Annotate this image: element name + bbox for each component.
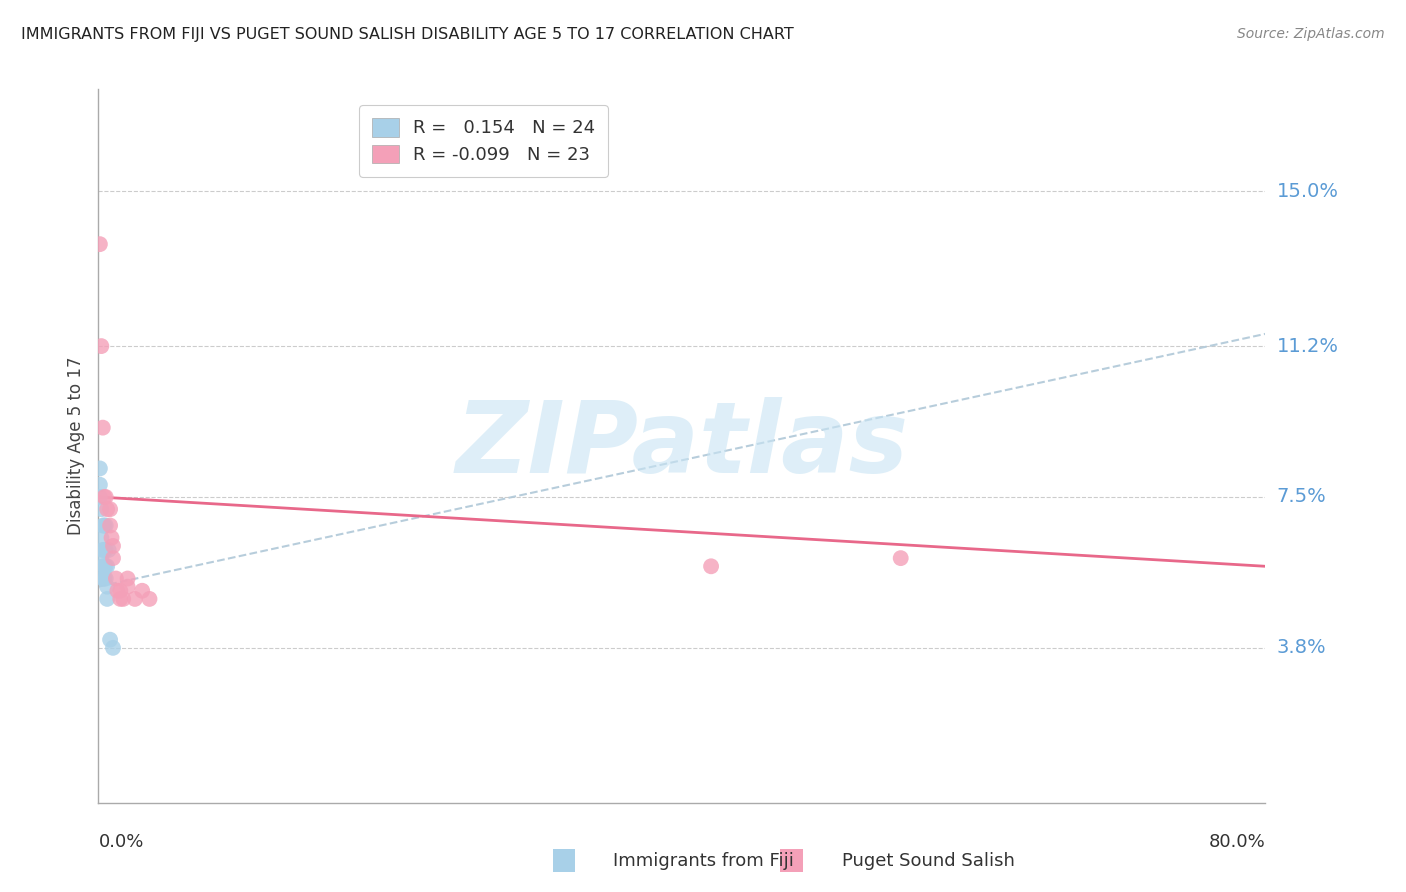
Text: Source: ZipAtlas.com: Source: ZipAtlas.com: [1237, 27, 1385, 41]
Point: [124, 591, 146, 606]
Point: [90, 502, 112, 516]
Point: [101, 640, 124, 655]
Text: ZIPatlas: ZIPatlas: [456, 398, 908, 494]
Point: [117, 572, 139, 586]
Text: 80.0%: 80.0%: [1209, 833, 1265, 851]
Point: [96, 502, 118, 516]
Legend: R =   0.154   N = 24, R = -0.099   N = 23: R = 0.154 N = 24, R = -0.099 N = 23: [359, 105, 607, 177]
Point: [94, 543, 117, 558]
Point: [93, 518, 115, 533]
Point: [90, 339, 112, 353]
Point: [96, 559, 118, 574]
Point: [96, 580, 118, 594]
Text: 15.0%: 15.0%: [1277, 182, 1339, 201]
Point: [104, 572, 127, 586]
Text: 7.5%: 7.5%: [1277, 487, 1326, 507]
Point: [100, 531, 122, 545]
Point: [110, 583, 132, 598]
Point: [93, 572, 115, 586]
Point: [105, 583, 128, 598]
Point: [131, 583, 153, 598]
Point: [91, 518, 114, 533]
Point: [90, 551, 112, 566]
Text: Immigrants from Fiji: Immigrants from Fiji: [613, 852, 793, 870]
Point: [91, 572, 114, 586]
Point: [97, 543, 120, 558]
Point: [112, 591, 135, 606]
Point: [91, 543, 114, 558]
Point: [91, 559, 114, 574]
Point: [93, 490, 115, 504]
Point: [138, 591, 160, 606]
Point: [89, 490, 111, 504]
Point: [89, 477, 111, 491]
Text: 0.0%: 0.0%: [98, 833, 143, 851]
Point: [101, 551, 124, 566]
Point: [101, 539, 124, 553]
Text: 11.2%: 11.2%: [1277, 336, 1339, 356]
Y-axis label: Disability Age 5 to 17: Disability Age 5 to 17: [66, 357, 84, 535]
Point: [94, 490, 117, 504]
Point: [93, 559, 115, 574]
Point: [89, 237, 111, 252]
Point: [90, 531, 112, 545]
Point: [98, 518, 121, 533]
Point: [91, 420, 114, 434]
Point: [89, 461, 111, 475]
Point: [117, 580, 139, 594]
Point: [98, 502, 121, 516]
Text: IMMIGRANTS FROM FIJI VS PUGET SOUND SALISH DISABILITY AGE 5 TO 17 CORRELATION CH: IMMIGRANTS FROM FIJI VS PUGET SOUND SALI…: [21, 27, 794, 42]
Point: [93, 543, 115, 558]
Point: [94, 518, 117, 533]
Point: [890, 551, 912, 566]
Text: 3.8%: 3.8%: [1277, 639, 1326, 657]
Point: [110, 591, 132, 606]
Text: Puget Sound Salish: Puget Sound Salish: [842, 852, 1014, 870]
Point: [96, 591, 118, 606]
Point: [94, 559, 117, 574]
Point: [700, 559, 723, 574]
Point: [98, 632, 121, 647]
Point: [94, 572, 117, 586]
